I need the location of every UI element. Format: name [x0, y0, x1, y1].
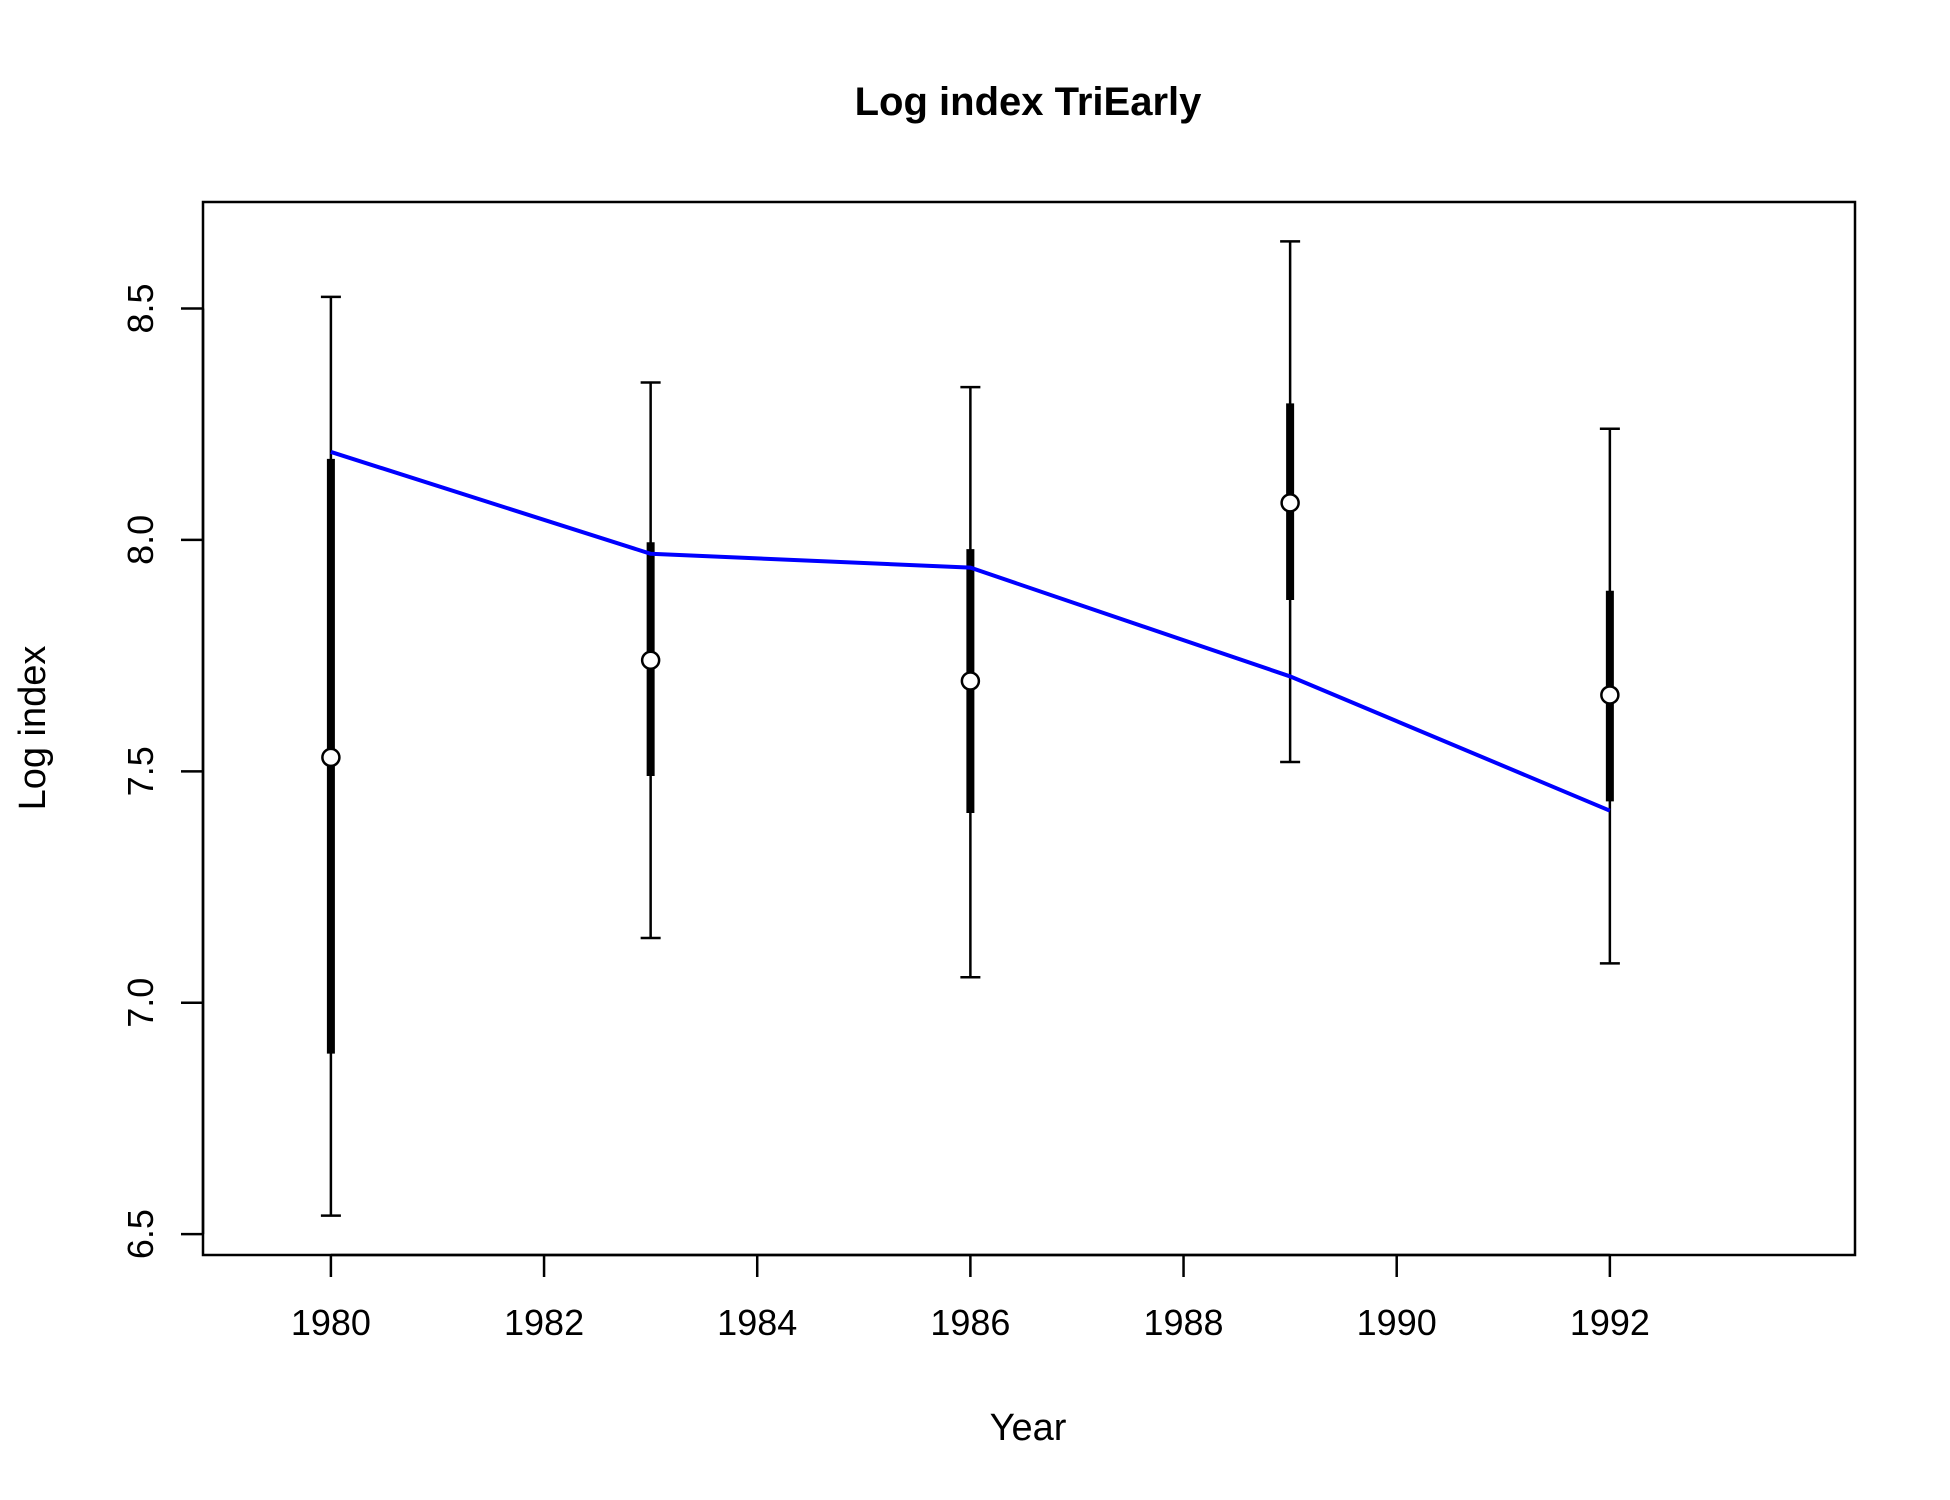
x-tick-label: 1986 — [930, 1302, 1010, 1343]
y-tick-label: 7.0 — [120, 978, 161, 1028]
x-axis-label: Year — [990, 1407, 1067, 1449]
x-tick-label: 1980 — [291, 1302, 371, 1343]
observed-point — [1600, 685, 1620, 705]
x-tick-label: 1988 — [1143, 1302, 1223, 1343]
y-axis-label: Log index — [12, 646, 54, 811]
observed-point — [960, 671, 981, 691]
observed-point — [321, 747, 341, 768]
x-tick-label: 1984 — [717, 1302, 797, 1343]
error-bars — [320, 240, 1620, 1217]
y-tick-label: 8.5 — [120, 283, 161, 333]
y-tick-label: 7.5 — [120, 746, 161, 796]
y-tick-label: 8.0 — [120, 515, 161, 565]
observed-points — [321, 493, 1620, 768]
x-tick-label: 1982 — [504, 1302, 584, 1343]
observed-point — [640, 650, 661, 670]
x-tick-label: 1992 — [1570, 1302, 1650, 1343]
y-tick-label: 6.5 — [120, 1209, 161, 1259]
fitted-series — [330, 450, 1611, 813]
x-tick-label: 1990 — [1357, 1302, 1437, 1343]
x-axis: 1980 1982 1984 1986 1988 1990 1992 — [291, 1253, 1650, 1343]
observed-point — [1280, 493, 1300, 513]
fitted-line — [330, 450, 1611, 813]
chart-title: Log index TriEarly — [855, 80, 1203, 124]
y-axis: 6.5 7.0 7.5 8.0 8.5 — [120, 283, 205, 1259]
